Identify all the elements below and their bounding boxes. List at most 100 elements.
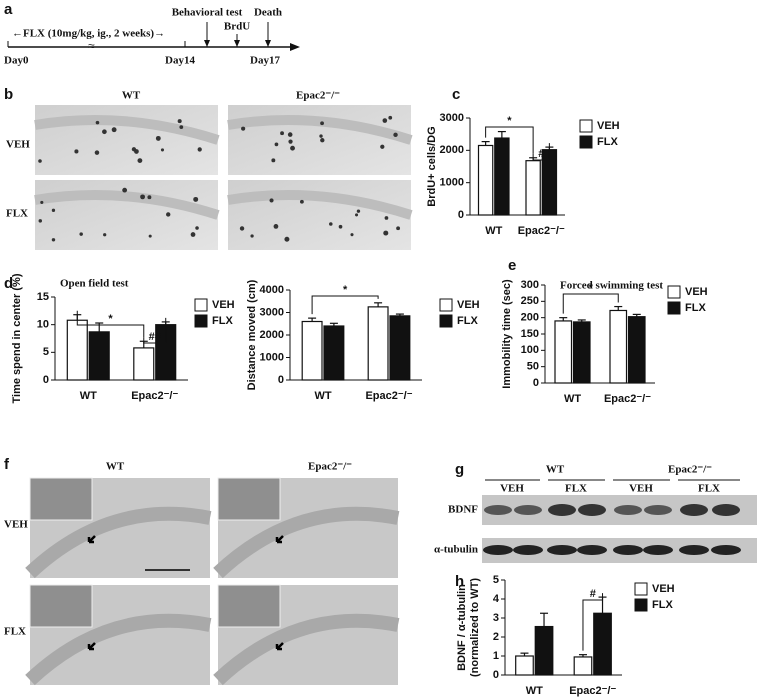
significance-mark: * — [507, 115, 512, 127]
bar — [515, 655, 534, 676]
cell — [103, 233, 107, 237]
cell — [177, 119, 182, 124]
cell — [273, 224, 279, 229]
micrograph — [228, 180, 411, 250]
legend-label: FLX — [597, 136, 618, 148]
bar — [88, 331, 110, 381]
group-label: Epac2⁻/⁻ — [668, 464, 712, 476]
column-label: WT — [106, 461, 125, 473]
legend-swatch — [194, 298, 208, 312]
legend-label: FLX — [457, 315, 478, 327]
inset — [29, 477, 93, 521]
legend-label: VEH — [597, 120, 620, 132]
y-axis-label: Time spend in center (%) — [11, 273, 23, 403]
y-axis-label: BrdU+ cells/DG — [426, 126, 438, 206]
y-tick-label: 5 — [493, 574, 499, 586]
tissue-layer — [227, 115, 413, 145]
band — [548, 504, 576, 516]
cell — [384, 216, 389, 220]
cell — [396, 226, 401, 231]
bar — [525, 160, 541, 216]
lane-label: VEH — [629, 483, 653, 495]
legend-label: VEH — [212, 299, 235, 311]
cell — [95, 120, 100, 125]
x-tick-label: WT — [564, 393, 581, 405]
cell — [320, 121, 324, 126]
panel-letter: f — [4, 456, 10, 473]
cell — [122, 187, 128, 193]
tissue-layer — [227, 190, 413, 220]
column-label: Epac2⁻/⁻ — [308, 461, 352, 473]
cell — [148, 234, 152, 238]
y-tick-label: 2000 — [260, 329, 284, 341]
event: BrdU — [224, 21, 250, 33]
row-label: FLX — [4, 626, 26, 638]
day: Day0 — [4, 55, 29, 67]
bar — [534, 625, 554, 676]
y-tick-label: 250 — [521, 295, 539, 307]
significance-bracket — [76, 310, 145, 338]
x-tick-label: Epac2⁻/⁻ — [131, 390, 178, 402]
column-label: Epac2⁻/⁻ — [296, 90, 340, 102]
inset — [29, 584, 93, 628]
cell — [79, 232, 83, 236]
band-label: α-tubulin — [434, 544, 478, 556]
panel-letter: a — [4, 1, 13, 18]
y-tick-label: 1 — [493, 650, 499, 662]
row-label: VEH — [6, 139, 30, 151]
bar — [133, 347, 155, 381]
cell — [179, 125, 184, 129]
legend-label: FLX — [685, 302, 706, 314]
y-tick-label: 300 — [521, 279, 539, 291]
cell — [355, 213, 359, 217]
y-tick-label: 100 — [521, 344, 539, 356]
bar — [494, 137, 510, 216]
bar — [66, 319, 88, 381]
bar — [554, 320, 573, 384]
band — [613, 545, 643, 555]
chart-title: Open field test — [60, 278, 129, 290]
band — [547, 545, 577, 555]
panel-letter: b — [4, 86, 13, 103]
cell — [241, 126, 246, 131]
lane-label: VEH — [500, 483, 524, 495]
treatment: ←FLX (10mg/kg, ig., 2 weeks)→ — [12, 28, 165, 40]
cell — [38, 159, 42, 163]
cell — [350, 233, 354, 237]
cell — [287, 132, 293, 137]
panel-letter: g — [455, 461, 464, 478]
bar — [477, 144, 494, 216]
x-tick-label: Epac2⁻/⁻ — [604, 393, 651, 405]
chart-title: Forced swimming test — [560, 280, 663, 292]
y-tick-label: 200 — [521, 312, 539, 324]
cell — [51, 238, 56, 242]
cell — [160, 148, 165, 152]
cell — [300, 199, 304, 204]
x-tick-label: WT — [80, 390, 97, 402]
legend-swatch — [667, 301, 681, 315]
y-tick-label: 3000 — [260, 306, 284, 318]
cell — [94, 150, 100, 155]
cell — [102, 129, 107, 135]
cell — [250, 234, 254, 238]
band-label: BDNF — [448, 504, 478, 516]
y-tick-label: 0 — [43, 374, 49, 386]
y-tick-label: 10 — [37, 319, 49, 331]
row-label: FLX — [6, 208, 28, 220]
y-tick-label: 0 — [533, 377, 539, 389]
legend-label: FLX — [652, 599, 673, 611]
band — [711, 545, 741, 555]
bar — [609, 309, 628, 384]
cell — [147, 195, 152, 200]
legend-swatch — [579, 135, 593, 149]
x-tick-label: Epac2⁻/⁻ — [365, 390, 412, 402]
arrow — [87, 535, 96, 544]
significance-bracket — [143, 317, 167, 344]
y-tick-label: 3 — [493, 612, 499, 624]
legend-swatch — [579, 119, 593, 133]
cell — [388, 115, 393, 120]
significance-mark: * — [343, 284, 348, 296]
legend-label: VEH — [685, 286, 708, 298]
cell — [155, 135, 161, 141]
